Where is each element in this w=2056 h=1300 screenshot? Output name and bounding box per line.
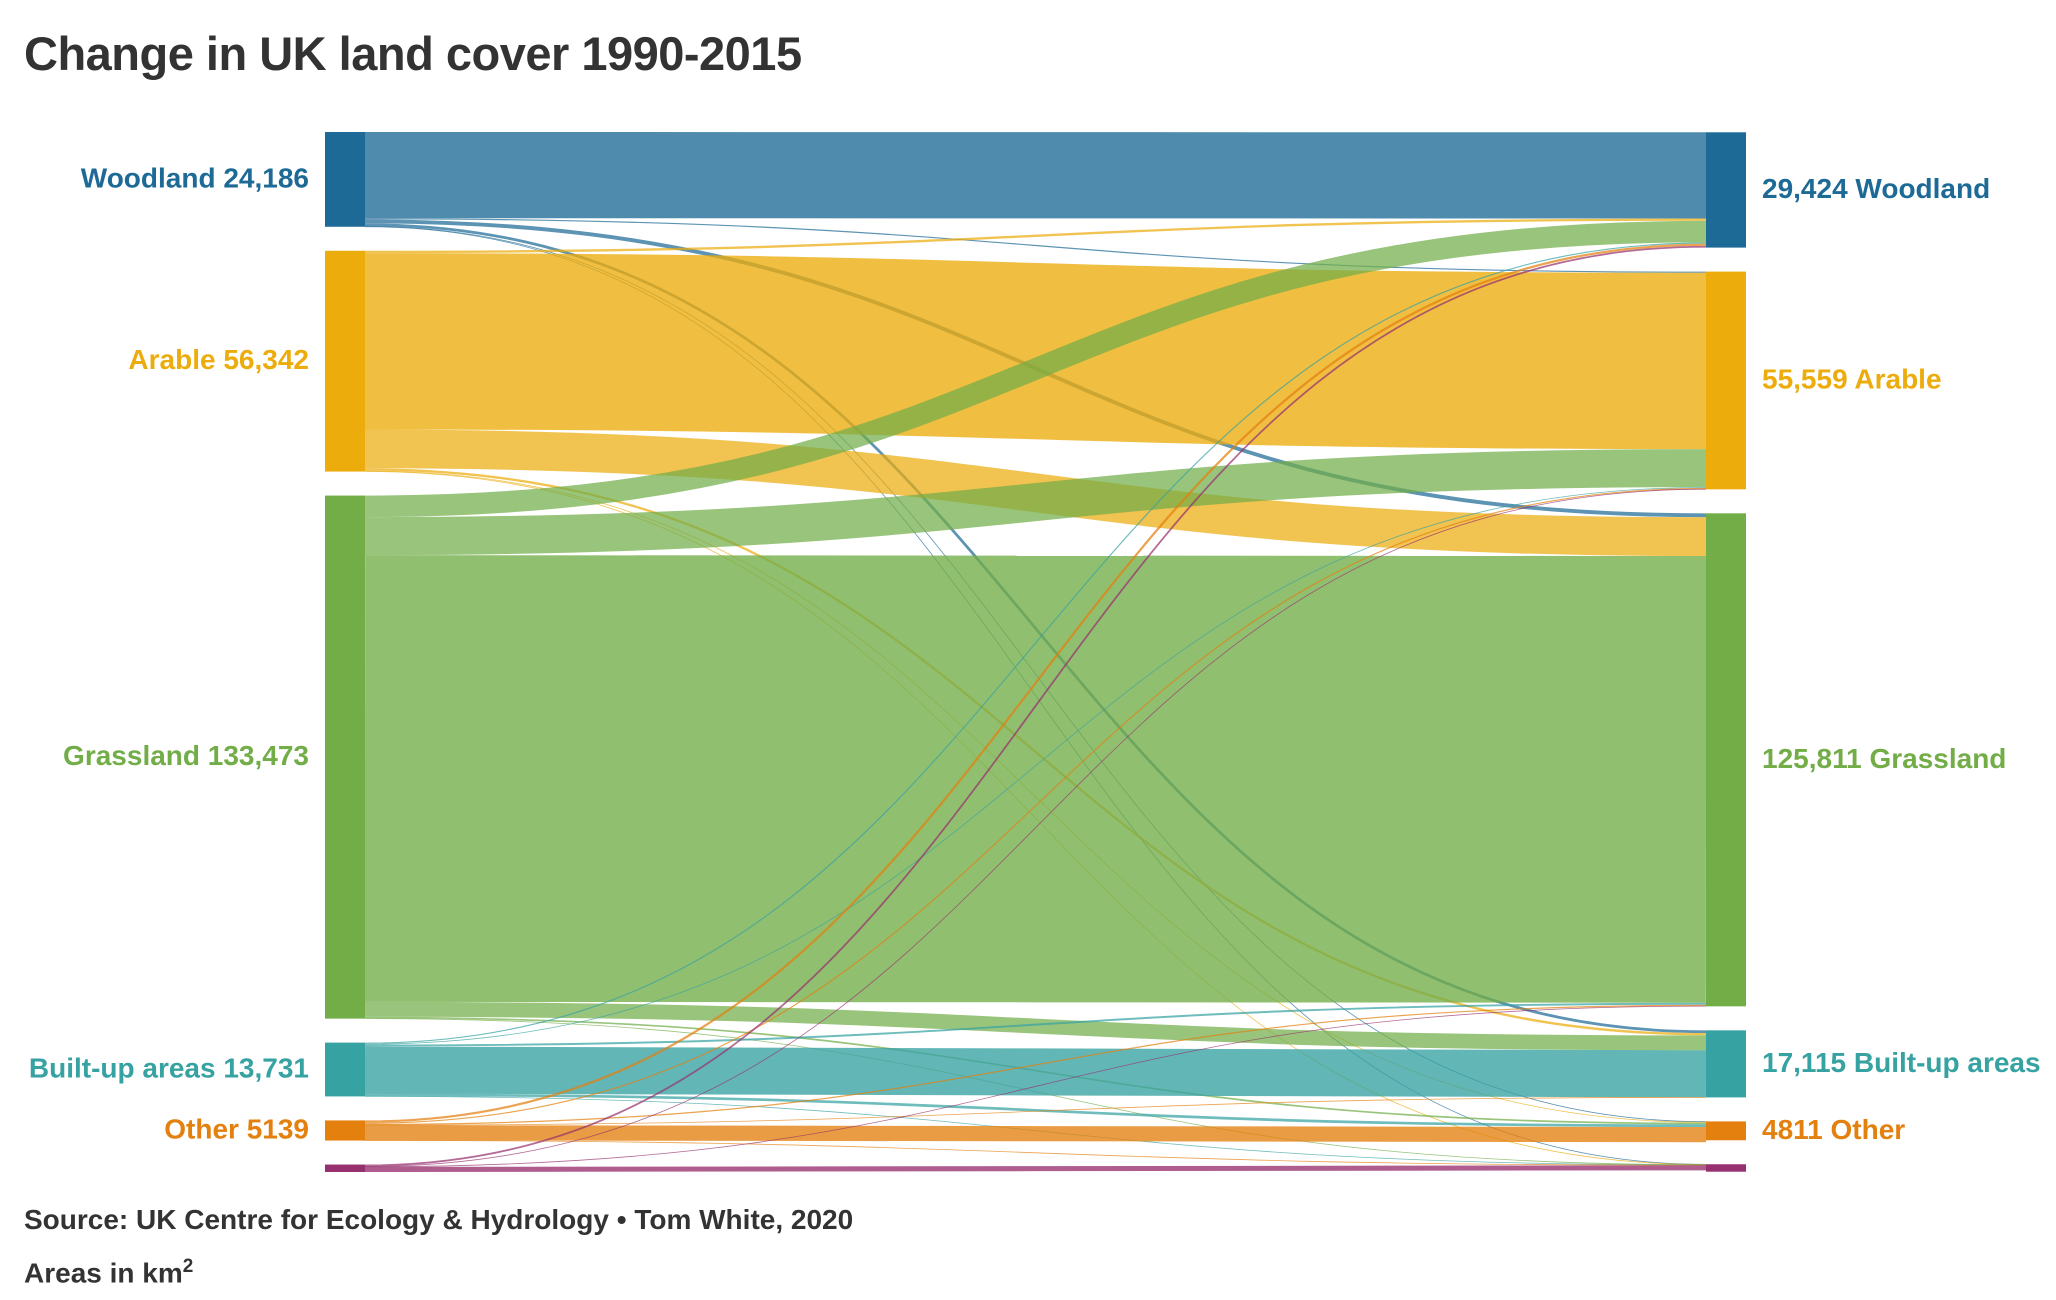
right-label-name-arable: Arable <box>1854 364 1941 395</box>
left-label-name-woodland: Woodland <box>81 163 216 194</box>
left-label-name-builtup: Built-up areas <box>29 1053 216 1084</box>
right-label-value-woodland: 29,424 <box>1762 173 1855 204</box>
right-node-sixth <box>1706 1164 1746 1172</box>
right-label-value-grassland: 125,811 <box>1762 743 1869 774</box>
left-label-value-other: 5139 <box>239 1114 309 1145</box>
left-node-grassland <box>325 495 365 1019</box>
flow-builtup-to-builtup <box>364 1046 1707 1098</box>
left-label-value-arable: 56,342 <box>216 345 309 376</box>
left-label-woodland: Woodland 24,186 <box>81 163 309 194</box>
flow-sixth-to-sixth <box>364 1165 1707 1172</box>
left-label-arable: Arable 56,342 <box>128 345 309 376</box>
right-label-arable: 55,559 Arable <box>1762 364 1942 395</box>
left-node-builtup <box>325 1042 365 1097</box>
flow-builtup-to-woodland <box>364 242 1707 1044</box>
nodes-layer <box>325 132 1746 1172</box>
left-label-other: Other 5139 <box>164 1114 309 1145</box>
flow-other-to-woodland <box>364 243 1707 1123</box>
left-label-name-arable: Arable <box>128 345 215 376</box>
right-node-other <box>1706 1121 1746 1141</box>
units-note: Areas in km2 <box>24 1243 853 1296</box>
flow-other-to-builtup <box>364 1096 1707 1126</box>
right-label-woodland: 29,424 Woodland <box>1762 173 1990 204</box>
flow-sixth-to-grassland <box>364 1005 1707 1168</box>
left-node-arable <box>325 250 365 472</box>
units-text: Areas in km <box>24 1257 183 1289</box>
flow-arable-to-woodland <box>364 218 1707 254</box>
flow-grassland-to-arable <box>364 449 1707 556</box>
chart-footer: Source: UK Centre for Ecology & Hydrolog… <box>24 1196 853 1296</box>
right-label-name-other: Other <box>1831 1114 1906 1145</box>
right-label-builtup: 17,115 Built-up areas <box>1762 1047 2041 1078</box>
flow-builtup-to-other <box>364 1093 1707 1128</box>
chart-title: Change in UK land cover 1990-2015 <box>24 27 802 80</box>
right-label-value-other: 4811 <box>1762 1114 1831 1145</box>
right-label-value-arable: 55,559 <box>1762 364 1854 395</box>
flow-other-to-other <box>364 1125 1707 1143</box>
flow-other-to-arable <box>364 487 1707 1124</box>
right-label-value-builtup: 17,115 <box>1762 1047 1854 1078</box>
right-node-woodland <box>1706 132 1746 248</box>
left-label-name-other: Other <box>164 1114 239 1145</box>
flow-sixth-to-woodland <box>364 245 1707 1167</box>
left-label-builtup: Built-up areas 13,731 <box>29 1053 309 1084</box>
left-label-name-grassland: Grassland <box>63 740 200 771</box>
labels-layer: Woodland 24,186 Arable 56,342 Grassland 13… <box>29 163 2041 1145</box>
units-superscript: 2 <box>182 1256 194 1277</box>
right-node-builtup <box>1706 1030 1746 1098</box>
flow-arable-to-arable <box>364 253 1707 450</box>
left-label-grassland: Grassland 133,473 <box>63 740 309 771</box>
right-node-grassland <box>1706 513 1746 1007</box>
flow-other-to-sixth <box>364 1140 1707 1166</box>
flows-layer <box>364 132 1707 1172</box>
right-label-grassland: 125,811 Grassland <box>1762 743 2006 774</box>
flow-grassland-to-grassland <box>364 555 1707 1003</box>
flow-sixth-to-arable <box>364 488 1707 1167</box>
left-label-value-grassland: 133,473 <box>200 740 309 771</box>
right-label-other: 4811 Other <box>1762 1114 1905 1145</box>
left-label-value-builtup: 13,731 <box>216 1053 309 1084</box>
right-label-name-grassland: Grassland <box>1869 743 2006 774</box>
flow-grassland-to-woodland <box>364 220 1707 518</box>
left-node-woodland <box>325 132 365 227</box>
right-label-name-builtup: Built-up areas <box>1854 1047 2041 1078</box>
flow-grassland-to-builtup <box>364 1001 1707 1051</box>
source-note: Source: UK Centre for Ecology & Hydrolog… <box>24 1204 854 1235</box>
right-label-name-woodland: Woodland <box>1855 173 1990 204</box>
left-node-sixth <box>325 1164 365 1172</box>
left-label-value-woodland: 24,186 <box>216 163 309 194</box>
right-node-arable <box>1706 271 1746 490</box>
left-node-other <box>325 1120 365 1141</box>
flow-builtup-to-arable <box>364 487 1707 1045</box>
flow-woodland-to-arable <box>364 218 1707 273</box>
flow-other-to-grassland <box>364 1004 1707 1126</box>
flow-builtup-to-grassland <box>364 1002 1707 1047</box>
